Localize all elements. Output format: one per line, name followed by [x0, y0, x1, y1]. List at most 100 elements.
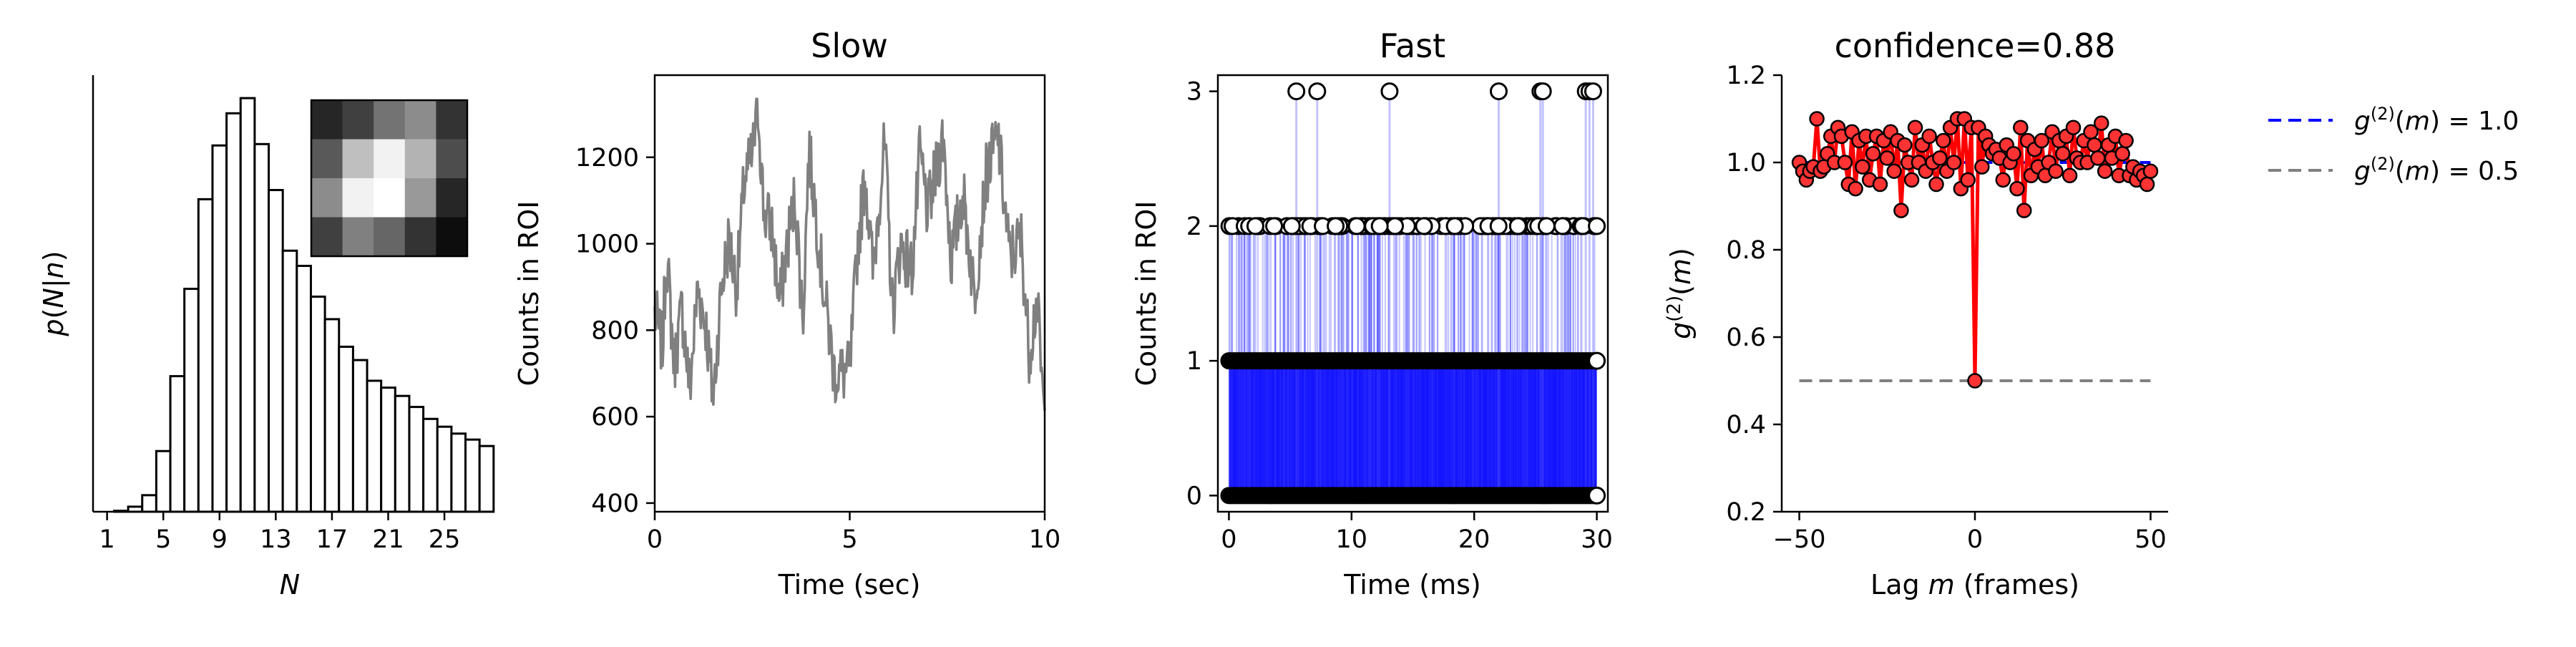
histogram-bar	[366, 379, 383, 513]
inset-pixel	[311, 217, 343, 257]
g2-point	[1960, 172, 1976, 188]
y-tick-label: 1	[1186, 347, 1202, 376]
histogram-x-ticks: 1 5 9 13 17 21 25	[99, 512, 461, 554]
x-tick-label: 50	[2135, 525, 2167, 554]
g2-point	[2142, 163, 2159, 179]
histogram-bar	[450, 432, 467, 513]
histogram-bar	[268, 189, 284, 513]
count-marker	[1327, 217, 1345, 235]
x-tick-label: 10	[1336, 525, 1368, 554]
g2-point	[1932, 150, 1948, 166]
g2-point	[2062, 167, 2078, 184]
inset-pixel	[342, 100, 374, 140]
slow-title: Slow	[811, 26, 888, 65]
stem-band	[1229, 361, 1597, 496]
g2-point	[1967, 373, 1983, 389]
histogram-bar	[183, 288, 200, 513]
histogram-bar	[323, 318, 341, 513]
g2-point	[2013, 120, 2029, 135]
g2-point	[1936, 132, 1951, 149]
x-tick-label: 13	[260, 525, 292, 554]
g2-point	[2093, 115, 2109, 131]
g2-point	[2006, 146, 2021, 162]
histogram-bar	[478, 444, 495, 513]
panel-slow: 0 5 10 400 600 800 1000 1200 Slow Time (sec) Co…	[513, 26, 1060, 600]
histogram-y-label: p(N|n)	[38, 250, 70, 336]
x-tick-label: 30	[1581, 525, 1613, 554]
x-tick-label: 5	[155, 525, 171, 554]
count-marker	[1282, 217, 1301, 235]
count-marker	[1246, 217, 1264, 235]
g2-x-label: Lag m (frames)	[1870, 569, 2079, 600]
g2-point	[2090, 150, 2106, 166]
g2-point	[1897, 137, 1913, 153]
legend-label-2: g(2)(m) = 0.5	[2354, 154, 2519, 186]
legend-label-1: g(2)(m) = 1.0	[2354, 104, 2519, 136]
y-tick-label: 600	[591, 403, 639, 432]
slow-trace	[653, 97, 1046, 411]
g2-point	[1928, 176, 1944, 193]
inset-pixel	[374, 139, 406, 179]
g2-point	[2139, 176, 2155, 193]
x-tick-label: 0	[1221, 525, 1236, 554]
histogram-bar	[141, 494, 157, 513]
histogram-bar	[281, 249, 298, 513]
x-tick-label: −50	[1773, 525, 1826, 554]
count-marker-3	[1287, 82, 1306, 101]
x-tick-label: 9	[212, 525, 228, 554]
histogram-bar	[225, 112, 242, 513]
g2-point	[2034, 132, 2050, 149]
count-marker-3	[1308, 82, 1327, 101]
fast-markers	[1220, 82, 1606, 505]
histogram-bar	[253, 142, 270, 513]
g2-point	[1809, 111, 1825, 127]
g2-point	[1872, 176, 1888, 193]
count-marker	[1386, 217, 1405, 235]
histogram-bars	[112, 97, 495, 513]
inset-pixel	[436, 178, 468, 218]
x-tick-label: 0	[1967, 525, 1983, 554]
fast-title: Fast	[1380, 26, 1445, 65]
count-marker	[1588, 217, 1606, 235]
g2-point	[1879, 150, 1896, 166]
histogram-bar	[211, 144, 228, 513]
g2-point	[2016, 203, 2032, 218]
y-tick-label: 0.8	[1726, 236, 1766, 265]
y-tick-label: 800	[591, 316, 639, 345]
x-tick-label: 21	[372, 525, 404, 554]
fast-ticks: 0 10 20 30 0 1 2 3	[1186, 78, 1613, 554]
x-tick-label: 17	[316, 525, 348, 554]
x-tick-label: 25	[429, 525, 461, 554]
fast-x-label: Time (ms)	[1343, 569, 1481, 600]
count-marker	[1508, 217, 1527, 235]
g2-point	[2048, 163, 2064, 179]
g2-point	[1886, 163, 1902, 179]
panel-fast: 0 10 20 30 0 1 2 3 Fast Time (ms) Counts in ROI	[1131, 26, 1613, 600]
count-marker	[1445, 217, 1464, 235]
inset-pixel	[342, 139, 374, 179]
y-tick-label: 0.2	[1726, 498, 1766, 527]
y-tick-label: 400	[591, 490, 639, 518]
g2-point	[2054, 146, 2071, 162]
count-marker	[1588, 486, 1606, 505]
y-tick-label: 1000	[575, 230, 639, 259]
inset-pixel	[404, 178, 436, 218]
panel-g2: −50 0 50 0.2 0.4 0.6 0.8 1.0 1.2 confidence=0.88…	[1664, 26, 2519, 600]
slow-x-label: Time (sec)	[778, 569, 921, 600]
g2-point	[2009, 180, 2025, 197]
slow-ticks: 0 5 10 400 600 800 1000 1200	[575, 144, 1060, 554]
g2-point	[1865, 146, 1881, 162]
histogram-bar	[338, 345, 354, 513]
count-marker-3	[1380, 82, 1399, 101]
y-tick-label: 0.6	[1726, 324, 1766, 352]
histogram-bar	[380, 386, 396, 513]
inset-pixel	[311, 139, 343, 179]
x-tick-label: 20	[1458, 525, 1491, 554]
g2-point	[1995, 172, 2011, 188]
y-tick-label: 0.4	[1726, 411, 1766, 439]
inset-frame	[310, 99, 469, 258]
inset-pixel	[436, 139, 468, 179]
inset-pixel	[404, 139, 436, 179]
inset-pixel	[374, 100, 406, 140]
histogram-bar	[296, 264, 312, 513]
